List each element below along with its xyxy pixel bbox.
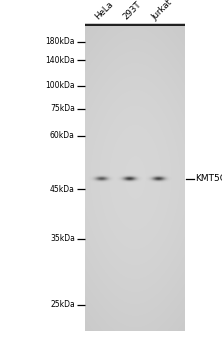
Text: 180kDa: 180kDa xyxy=(45,37,75,47)
Text: KMT5C: KMT5C xyxy=(195,174,222,183)
Text: HeLa: HeLa xyxy=(93,0,115,22)
Text: Jurkat: Jurkat xyxy=(150,0,174,22)
Text: 25kDa: 25kDa xyxy=(50,300,75,309)
Text: 293T: 293T xyxy=(121,0,143,22)
Text: 75kDa: 75kDa xyxy=(50,104,75,113)
Text: 140kDa: 140kDa xyxy=(45,56,75,65)
Text: 60kDa: 60kDa xyxy=(50,131,75,140)
Text: 35kDa: 35kDa xyxy=(50,234,75,243)
Text: 100kDa: 100kDa xyxy=(45,81,75,90)
Text: 45kDa: 45kDa xyxy=(50,184,75,194)
